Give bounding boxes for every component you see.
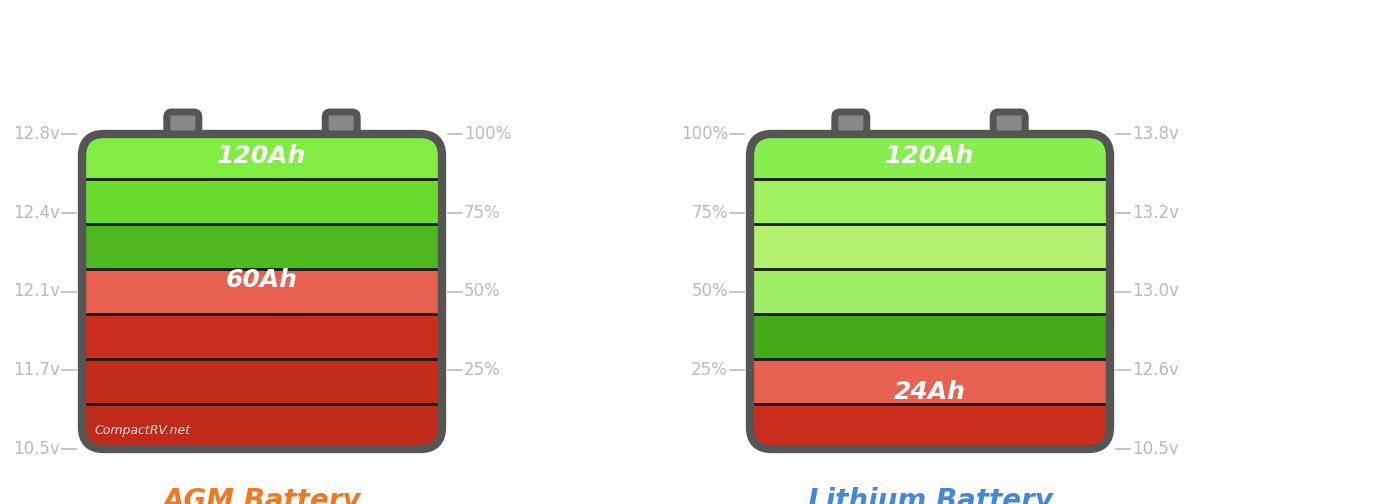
Text: 12.8v: 12.8v [13,125,60,143]
Text: 10.5v: 10.5v [1133,440,1179,458]
Text: 120Ah: 120Ah [217,144,307,168]
Text: 12.6v: 12.6v [1133,361,1179,379]
Text: 11.7v: 11.7v [13,361,60,379]
Text: AGM Battery: AGM Battery [162,487,361,504]
Bar [750,314,1110,359]
Text: 13.8v: 13.8v [1133,125,1179,143]
Text: 60Ah: 60Ah [225,269,298,292]
Text: 50%: 50% [692,283,728,300]
Bar [83,134,442,179]
Text: 50%: 50% [463,283,501,300]
Text: 25%: 25% [463,361,501,379]
Text: 10.5v: 10.5v [13,440,60,458]
Text: 120Ah: 120Ah [885,144,974,168]
Text: 100%: 100% [463,125,511,143]
Bar [83,404,442,449]
Bar [750,404,1110,449]
Text: 100%: 100% [680,125,728,143]
FancyBboxPatch shape [167,112,199,134]
Text: 12.1v: 12.1v [13,283,60,300]
FancyBboxPatch shape [834,112,867,134]
Text: 13.0v: 13.0v [1133,283,1179,300]
Bar [83,359,442,404]
Bar [83,224,442,269]
Bar [750,134,1110,179]
Text: Lithium Battery: Lithium Battery [808,487,1053,504]
Bar [750,359,1110,404]
Text: 12.4v: 12.4v [13,204,60,222]
Text: 13.2v: 13.2v [1133,204,1179,222]
Text: 75%: 75% [463,204,501,222]
Bar [750,224,1110,269]
FancyBboxPatch shape [325,112,357,134]
Bar [750,179,1110,224]
Bar [83,179,442,224]
Text: 24Ah: 24Ah [895,381,966,404]
Bar [83,269,442,314]
Text: 75%: 75% [692,204,728,222]
Text: CompactRV.net: CompactRV.net [94,424,190,437]
Bar [83,314,442,359]
Bar [750,269,1110,314]
Text: 25%: 25% [692,361,728,379]
FancyBboxPatch shape [993,112,1025,134]
